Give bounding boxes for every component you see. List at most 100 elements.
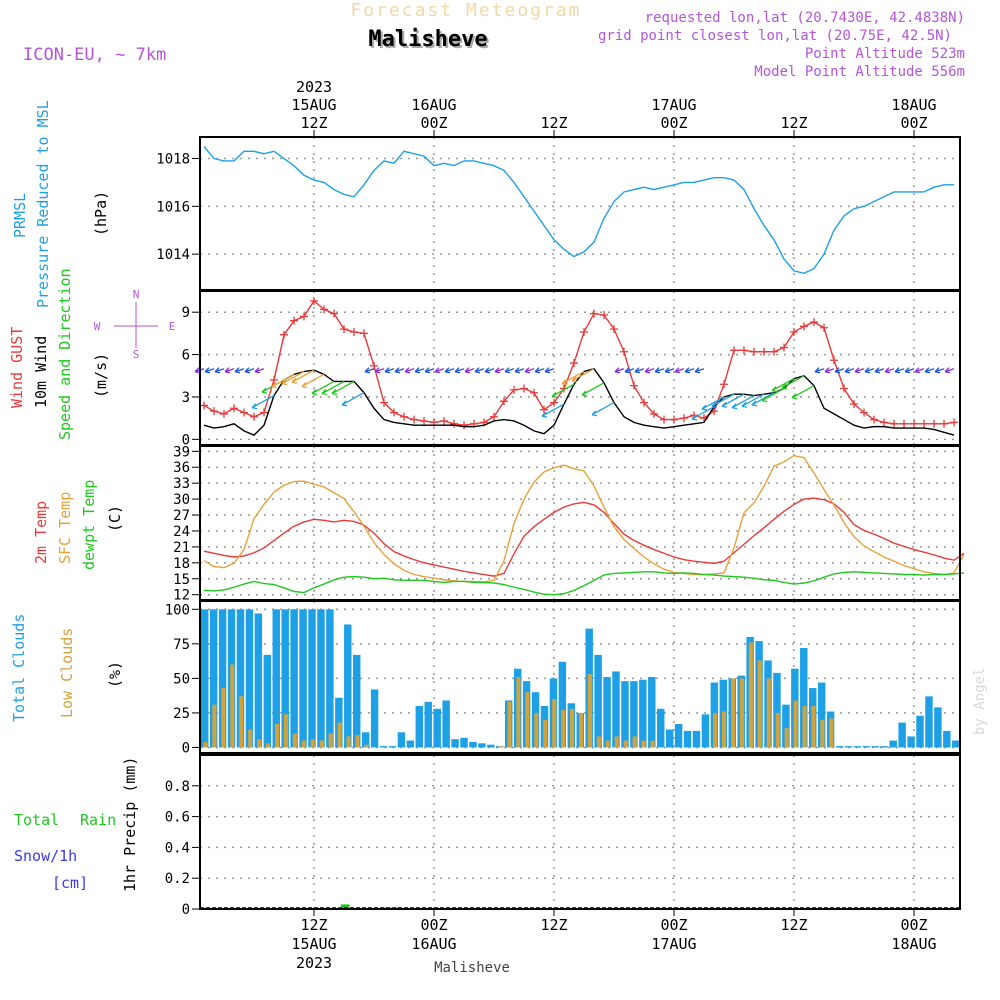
wind-direction-arrowhead bbox=[834, 367, 841, 374]
wind-direction-arrow bbox=[311, 380, 335, 395]
wind-direction-arrow bbox=[281, 370, 305, 385]
bottom-time-label: 2023 bbox=[296, 954, 332, 972]
wind-direction-arrowhead bbox=[761, 396, 768, 403]
wind-direction-arrowhead bbox=[711, 401, 718, 408]
wind-direction-arrowhead bbox=[791, 393, 798, 400]
temperature-ytick-label: 33 bbox=[173, 476, 190, 492]
clouds-bar-low-clouds bbox=[632, 736, 637, 748]
title-shadow: Malisheve bbox=[370, 29, 489, 54]
wind-ytick-label: 9 bbox=[182, 305, 190, 321]
clouds-bar-low-clouds bbox=[516, 677, 521, 748]
compass-e: E bbox=[169, 320, 176, 333]
wind-direction-arrow bbox=[434, 368, 445, 373]
temperature-frame bbox=[199, 445, 961, 601]
wind-direction-arrowhead bbox=[214, 367, 221, 374]
pressure-panel: 1014 1016 1018 bbox=[156, 136, 961, 291]
wind-gust-marker bbox=[370, 361, 378, 370]
bottom-time-label: 12Z bbox=[780, 916, 807, 934]
wind-direction-arrowhead bbox=[541, 411, 548, 418]
wind-direction-arrow bbox=[204, 368, 215, 373]
clouds-bar-low-clouds bbox=[346, 736, 351, 748]
wind-gust-marker bbox=[680, 414, 688, 423]
wind-direction-arrow bbox=[424, 368, 435, 373]
clouds-bar-low-clouds bbox=[713, 712, 718, 748]
wind-direction-arrowhead bbox=[254, 367, 261, 374]
wind-direction-arrow bbox=[244, 368, 255, 373]
wind-direction-arrow bbox=[864, 368, 875, 373]
clouds-bar-total-clouds bbox=[424, 701, 432, 748]
wind-gust-marker bbox=[720, 380, 728, 389]
clouds-bar-low-clouds bbox=[623, 740, 628, 748]
clouds-bar-total-clouds bbox=[451, 739, 459, 748]
wind-direction-arrowhead bbox=[444, 367, 451, 374]
clouds-bar-low-clouds bbox=[650, 740, 655, 748]
wind-direction-arrowhead bbox=[561, 379, 568, 386]
wind-gust-marker bbox=[510, 385, 518, 394]
wind-direction-arrow bbox=[731, 394, 755, 409]
wind-direction-arrowhead bbox=[691, 414, 698, 421]
wind-gust-marker bbox=[310, 296, 318, 305]
wind-gust-marker bbox=[630, 381, 638, 390]
clouds-bar-low-clouds bbox=[739, 678, 744, 748]
title-location: Malisheve bbox=[368, 27, 487, 52]
temperature-ytick-label: 27 bbox=[173, 508, 190, 524]
top-time-label: 00Z bbox=[420, 114, 447, 132]
wind-gust-marker bbox=[770, 347, 778, 356]
wind-direction-arrowhead bbox=[824, 367, 831, 374]
clouds-bar-total-clouds bbox=[478, 743, 486, 748]
bottom-time-label: 00Z bbox=[900, 916, 927, 934]
wind-direction-arrow bbox=[884, 368, 895, 373]
wind-direction-arrow bbox=[781, 375, 805, 389]
clouds-bar-low-clouds bbox=[596, 736, 601, 748]
clouds-bar-low-clouds bbox=[802, 706, 807, 748]
wind-ylabel: Wind GUST 10m Wind Speed and Direction (… bbox=[8, 268, 175, 440]
clouds-bar-total-clouds bbox=[460, 737, 468, 748]
clouds-bar-total-clouds bbox=[353, 654, 361, 748]
wind-direction-arrow bbox=[654, 368, 665, 373]
wind-direction-arrow bbox=[271, 373, 295, 388]
wind-direction-arrow bbox=[944, 368, 955, 373]
wind-unit: (m/s) bbox=[92, 353, 110, 398]
clouds-bar-total-clouds bbox=[665, 729, 674, 748]
wind-direction-arrowhead bbox=[251, 403, 258, 410]
wind-direction-arrowhead bbox=[384, 367, 391, 374]
wind-direction-arrow bbox=[684, 368, 695, 373]
wind-gust-marker bbox=[820, 323, 828, 332]
wind-direction-arrow bbox=[674, 368, 685, 373]
temperature-ytick-label: 15 bbox=[173, 572, 190, 588]
wind-gust-marker bbox=[910, 419, 918, 428]
wind-direction-arrowhead bbox=[634, 367, 641, 374]
bottom-time-label: 16AUG bbox=[411, 935, 456, 953]
pressure-series-prmsl bbox=[203, 146, 954, 275]
bottom-time-label: 12Z bbox=[300, 916, 327, 934]
clouds-bar-low-clouds bbox=[543, 719, 548, 748]
wind-direction-arrow bbox=[644, 368, 655, 373]
wind-panel: 0 3 6 9 bbox=[182, 290, 961, 448]
clouds-bar-total-clouds bbox=[835, 746, 844, 748]
wind-direction-arrow bbox=[634, 368, 645, 373]
wind-direction-arrow bbox=[834, 368, 845, 373]
wind-ytick-label: 0 bbox=[182, 432, 190, 448]
wind-direction-arrow bbox=[711, 393, 735, 407]
clouds-bar-total-clouds bbox=[621, 681, 629, 748]
precip-ytick-label: 0 bbox=[182, 902, 190, 918]
compass-s: S bbox=[133, 348, 140, 361]
clouds-bar-total-clouds bbox=[817, 682, 826, 748]
wind-gust-marker bbox=[520, 384, 528, 393]
wind-direction-arrow bbox=[854, 368, 865, 373]
wind-direction-arrowhead bbox=[301, 381, 308, 389]
clouds-bar-low-clouds bbox=[722, 711, 727, 748]
wind-frame bbox=[199, 290, 961, 446]
clouds-bar-total-clouds bbox=[406, 740, 415, 748]
wind-direction-arrow bbox=[701, 396, 725, 410]
precip-ylabel-total: Total bbox=[14, 811, 59, 829]
bottom-time-label: 15AUG bbox=[291, 935, 336, 953]
clouds-ylabel-total: Total Clouds bbox=[10, 614, 28, 722]
temperature-ytick-label: 21 bbox=[173, 540, 190, 556]
wind-direction-arrow bbox=[924, 368, 935, 373]
clouds-bar-total-clouds bbox=[218, 609, 227, 748]
wind-direction-arrow bbox=[571, 368, 595, 382]
wind-direction-arrowhead bbox=[571, 376, 578, 383]
